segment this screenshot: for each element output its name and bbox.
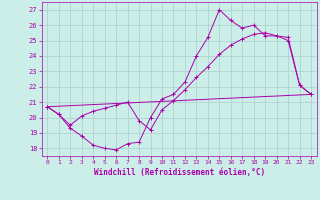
X-axis label: Windchill (Refroidissement éolien,°C): Windchill (Refroidissement éolien,°C) <box>94 168 265 177</box>
